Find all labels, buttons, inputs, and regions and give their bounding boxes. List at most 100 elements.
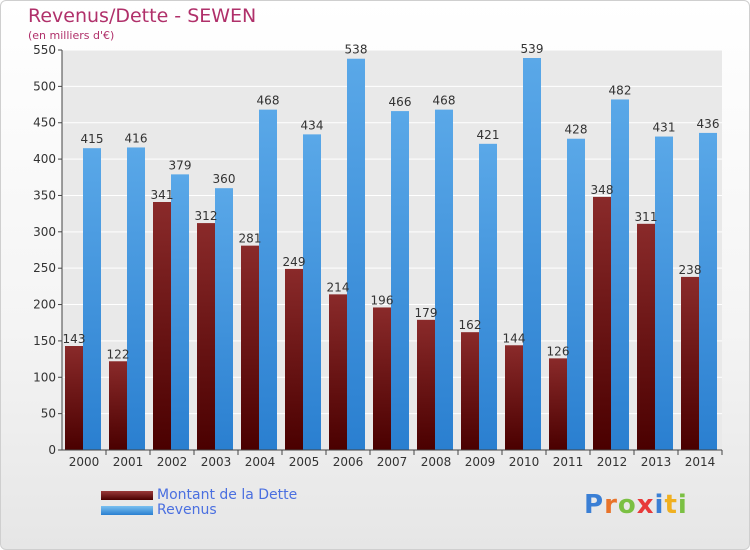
debt-value-label: 249	[283, 255, 306, 269]
revenue-value-label: 415	[81, 132, 104, 146]
y-tick-label: 400	[33, 152, 56, 166]
chart-subtitle: (en milliers d'€)	[28, 29, 115, 42]
y-tick-label: 550	[33, 43, 56, 57]
y-tick-label: 50	[41, 407, 56, 421]
debt-bar	[109, 361, 127, 450]
logo-letter: i	[677, 490, 688, 520]
debt-bar	[241, 245, 259, 450]
debt-value-label: 144	[503, 331, 526, 345]
debt-bar	[197, 223, 215, 450]
chart-title: Revenus/Dette - SEWEN	[28, 5, 257, 27]
y-tick-label: 450	[33, 116, 56, 130]
revenue-bar	[655, 136, 673, 450]
x-tick-label: 2014	[685, 455, 716, 469]
logo-letter: o	[617, 490, 637, 520]
debt-value-label: 143	[63, 332, 86, 346]
revenue-value-label: 539	[521, 42, 544, 56]
x-tick-label: 2000	[69, 455, 100, 469]
revenue-bar	[391, 111, 409, 450]
debt-bar	[505, 345, 523, 450]
y-tick-label: 300	[33, 225, 56, 239]
debt-value-label: 348	[591, 183, 614, 197]
x-tick-label: 2012	[597, 455, 628, 469]
debt-bar	[681, 276, 699, 450]
x-tick-label: 2004	[245, 455, 276, 469]
legend-item-debt: Montant de la Dette	[101, 487, 297, 503]
y-axis-ticks: 0 50 100 150 200 250 300 350 400 450 500 550	[33, 43, 62, 457]
revenue-value-label: 421	[477, 128, 500, 142]
revenue-value-label: 466	[389, 95, 412, 109]
debt-value-label: 126	[547, 344, 570, 358]
x-tick-label: 2010	[509, 455, 540, 469]
y-tick-label: 200	[33, 298, 56, 312]
debt-value-label: 312	[195, 209, 218, 223]
y-tick-label: 0	[48, 443, 56, 457]
debt-bar	[417, 319, 435, 450]
logo-letter: i	[654, 490, 665, 520]
debt-value-label: 341	[151, 188, 174, 202]
debt-value-label: 122	[107, 347, 130, 361]
debt-bar	[153, 202, 171, 450]
revenue-value-label: 434	[301, 118, 324, 132]
logo-letter: P	[584, 490, 605, 520]
debt-value-label: 281	[239, 232, 262, 246]
debt-value-label: 311	[635, 210, 658, 224]
x-axis-ticks: 2000 2001 2002 2003 2004 2005 2006 2007 2008 2009…	[69, 450, 723, 469]
logo-letter: t	[664, 490, 678, 520]
debt-bar	[549, 358, 567, 450]
revenue-value-label: 428	[565, 123, 588, 137]
legend-swatch-debt	[101, 490, 153, 500]
revenue-bar	[303, 134, 321, 450]
revenue-bar	[699, 132, 717, 450]
x-tick-label: 2013	[641, 455, 672, 469]
debt-bar	[285, 268, 303, 450]
revenue-bar	[215, 188, 233, 450]
x-tick-label: 2006	[333, 455, 364, 469]
debt-value-label: 214	[327, 280, 350, 294]
x-tick-label: 2008	[421, 455, 452, 469]
y-tick-label: 150	[33, 334, 56, 348]
logo-letter: r	[604, 490, 618, 520]
revenue-bar	[611, 99, 629, 451]
proxiti-logo: Proxiti	[584, 490, 688, 520]
revenue-value-label: 468	[257, 94, 280, 108]
debt-value-label: 196	[371, 293, 394, 307]
revenue-value-label: 436	[697, 117, 720, 131]
revenue-bar	[479, 143, 497, 450]
x-tick-label: 2001	[113, 455, 144, 469]
revenue-value-label: 416	[125, 131, 148, 145]
y-tick-label: 100	[33, 370, 56, 384]
revenue-value-label: 379	[169, 158, 192, 172]
logo-letter: x	[636, 490, 655, 520]
revenue-bar	[523, 58, 541, 450]
revenue-value-label: 431	[653, 121, 676, 135]
revenue-bar	[127, 147, 145, 451]
legend-label-debt: Montant de la Dette	[157, 487, 298, 503]
revenue-bar	[259, 109, 277, 451]
x-tick-label: 2007	[377, 455, 408, 469]
x-tick-label: 2009	[465, 455, 496, 469]
revenue-bar	[171, 174, 189, 450]
revenue-value-label: 468	[433, 94, 456, 108]
debt-value-label: 238	[679, 263, 702, 277]
debt-bar	[65, 346, 83, 450]
revenue-bar	[347, 58, 365, 451]
y-tick-label: 350	[33, 188, 56, 202]
y-tick-label: 500	[33, 79, 56, 93]
debt-bar	[593, 196, 611, 450]
data-labels: 143 415 122 416 341 379 312 360 281 468 249 434 214 5…	[63, 42, 720, 361]
legend-item-revenue: Revenus	[101, 502, 217, 518]
debt-bar	[461, 332, 479, 450]
bars	[65, 58, 717, 451]
x-tick-label: 2003	[201, 455, 232, 469]
revenue-bar	[83, 148, 101, 450]
debt-bar	[373, 307, 391, 450]
y-tick-label: 250	[33, 261, 56, 275]
revenue-value-label: 482	[609, 83, 632, 97]
x-tick-label: 2002	[157, 455, 188, 469]
debt-bar	[329, 294, 347, 450]
x-tick-label: 2005	[289, 455, 320, 469]
revenue-bar	[435, 109, 453, 451]
